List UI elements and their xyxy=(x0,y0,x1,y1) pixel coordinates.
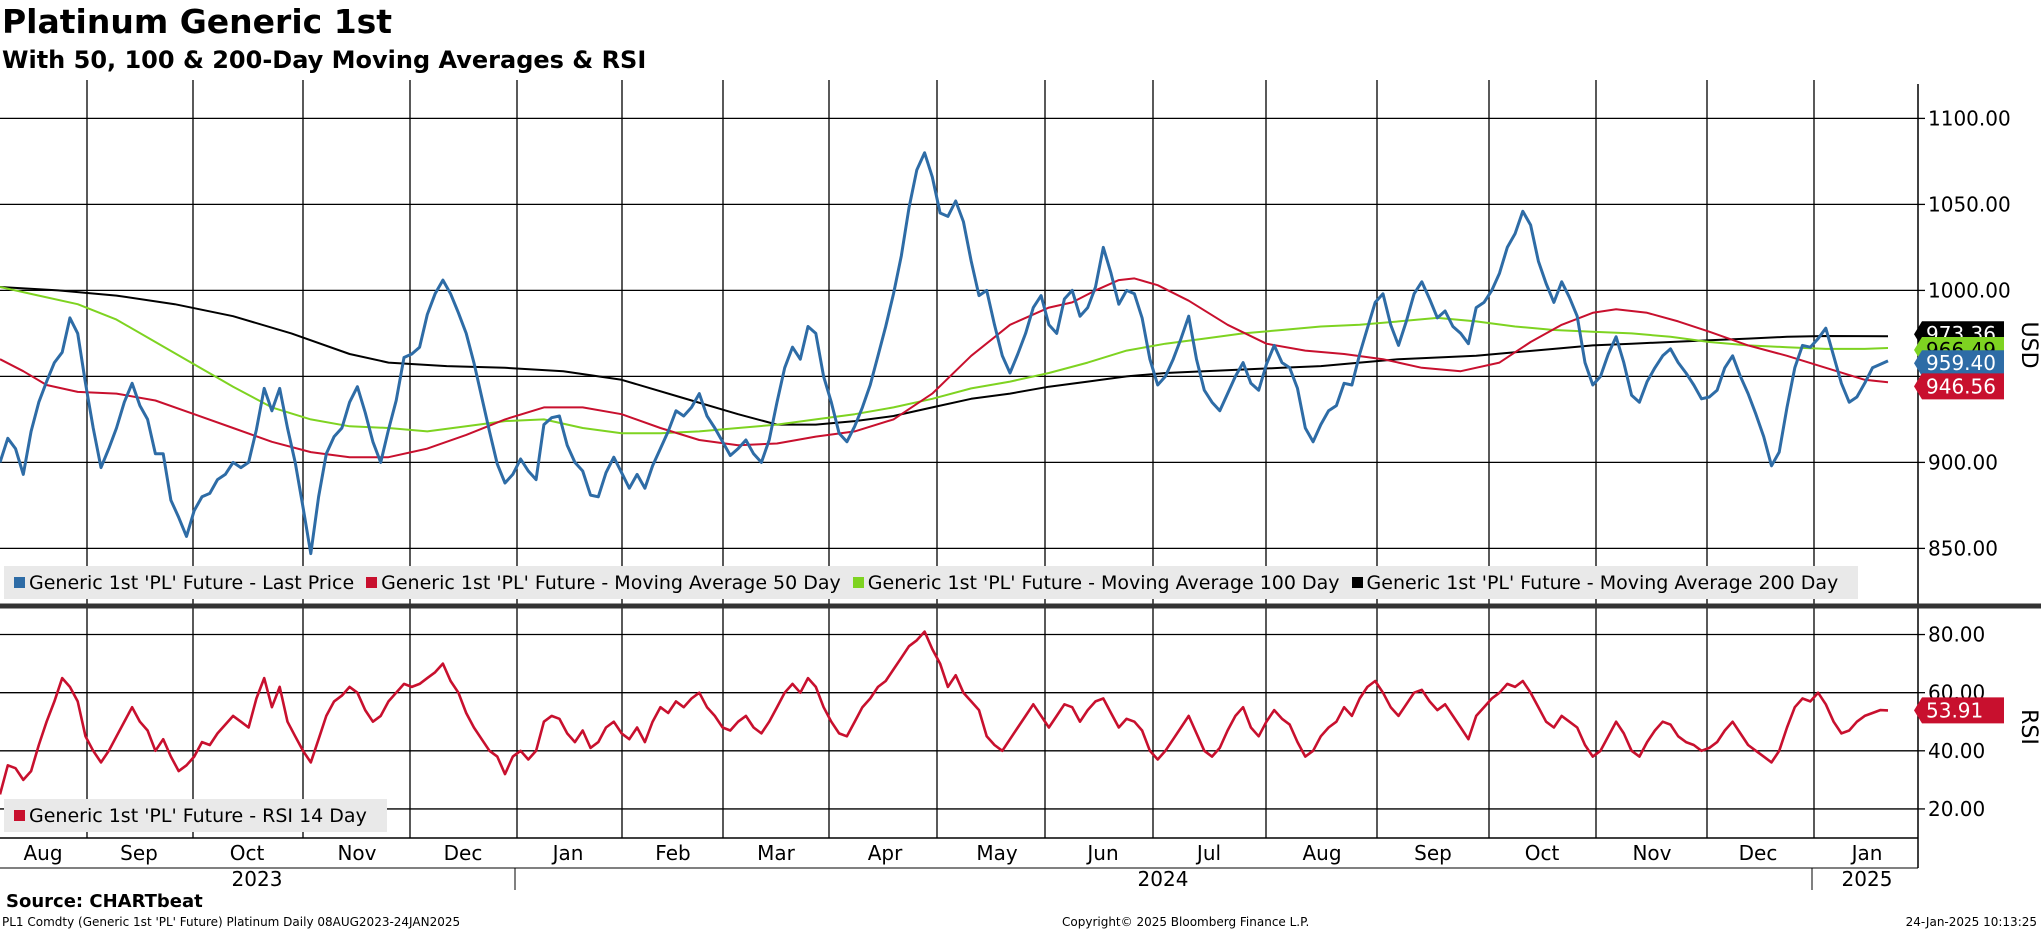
x-month-label: Sep xyxy=(120,841,158,865)
x-year-label: 2023 xyxy=(232,867,283,891)
legend-item-ma200: Generic 1st 'PL' Future - Moving Average… xyxy=(1351,572,1839,594)
x-month-label: Nov xyxy=(337,841,376,865)
price-axis-label: USD xyxy=(2016,321,2041,368)
x-month-label: Jan xyxy=(1850,841,1883,865)
series-line-ma50 xyxy=(0,277,1889,459)
price-tick-label: 900.00 xyxy=(1928,450,1998,474)
tag-rsi-bg xyxy=(1914,697,2004,724)
series-line-ma200 xyxy=(0,286,1889,426)
legend-item-ma100: Generic 1st 'PL' Future - Moving Average… xyxy=(852,572,1340,594)
legend-label: Generic 1st 'PL' Future - Last Price xyxy=(29,572,355,594)
x-month-label: Jan xyxy=(551,841,584,865)
tag-last-price-bg xyxy=(1914,350,2004,377)
x-month-label: Jul xyxy=(1195,841,1221,865)
x-year-label: 2024 xyxy=(1138,867,1189,891)
price-tick-label: 1100.00 xyxy=(1928,106,2011,130)
x-year-label: 2025 xyxy=(1842,867,1893,891)
x-month-label: Feb xyxy=(655,841,690,865)
price-legend: Generic 1st 'PL' Future - Last Price Gene… xyxy=(4,566,1859,599)
legend-swatch xyxy=(366,577,378,588)
chart-subtitle: With 50, 100 & 200-Day Moving Averages &… xyxy=(2,46,647,74)
x-month-label: May xyxy=(976,841,1018,865)
x-month-label: Aug xyxy=(23,841,62,865)
legend-swatch xyxy=(14,577,25,588)
series-line-last-price xyxy=(0,151,1889,556)
x-month-label: Apr xyxy=(868,841,903,865)
x-month-label: Dec xyxy=(444,841,483,865)
source-label: Source: CHARTbeat xyxy=(6,891,203,912)
legend-label: Generic 1st 'PL' Future - Moving Average… xyxy=(1366,572,1839,594)
x-month-label: Nov xyxy=(1632,841,1671,865)
legend-swatch xyxy=(852,577,864,588)
tag-rsi: 53.91 xyxy=(1914,697,2004,724)
legend-label: Generic 1st 'PL' Future - Moving Average… xyxy=(867,572,1340,594)
chart-title: Platinum Generic 1st xyxy=(2,2,393,41)
legend-item-last-price: Generic 1st 'PL' Future - Last Price xyxy=(14,572,354,594)
x-month-label: Oct xyxy=(230,841,265,865)
x-month-label: Dec xyxy=(1739,841,1778,865)
legend-swatch xyxy=(1351,577,1363,588)
rsi-tick-label: 40.00 xyxy=(1928,739,1985,763)
price-tick-label: 850.00 xyxy=(1928,536,1998,560)
series-line-ma100 xyxy=(0,286,1889,435)
rsi-axis-label: RSI xyxy=(2016,709,2041,745)
timestamp: 24-Jan-2025 10:13:25 xyxy=(1905,915,2037,929)
tag-rsi-text: 53.91 xyxy=(1926,698,1983,722)
tag-ma50-text: 946.56 xyxy=(1926,374,1996,398)
legend-label: Generic 1st 'PL' Future - RSI 14 Day xyxy=(29,805,367,827)
rsi-legend: Generic 1st 'PL' Future - RSI 14 Day xyxy=(4,799,387,832)
x-month-label: Jun xyxy=(1085,841,1118,865)
rsi-tick-label: 80.00 xyxy=(1928,623,1985,647)
price-tick-label: 1000.00 xyxy=(1928,278,2011,302)
ticker-info: PL1 Comdty (Generic 1st 'PL' Future) Pla… xyxy=(2,915,461,929)
legend-item-rsi: Generic 1st 'PL' Future - RSI 14 Day xyxy=(14,805,367,827)
price-tick-label: 1050.00 xyxy=(1928,192,2011,216)
tag-last-price-text: 959.40 xyxy=(1926,351,1996,375)
tag-ma50-bg xyxy=(1914,373,2004,400)
x-month-label: Oct xyxy=(1525,841,1560,865)
legend-label: Generic 1st 'PL' Future - Moving Average… xyxy=(381,572,841,594)
x-month-label: Mar xyxy=(757,841,796,865)
copyright: Copyright© 2025 Bloomberg Finance L.P. xyxy=(1062,915,1310,929)
series-line-rsi xyxy=(0,630,1889,795)
rsi-tick-label: 20.00 xyxy=(1928,797,1985,821)
legend-swatch xyxy=(14,810,25,821)
x-month-label: Sep xyxy=(1414,841,1452,865)
x-month-label: Aug xyxy=(1302,841,1341,865)
tag-ma50: 946.56 xyxy=(1914,373,2004,400)
legend-item-ma50: Generic 1st 'PL' Future - Moving Average… xyxy=(366,572,841,594)
tag-last-price: 959.40 xyxy=(1914,350,2004,377)
